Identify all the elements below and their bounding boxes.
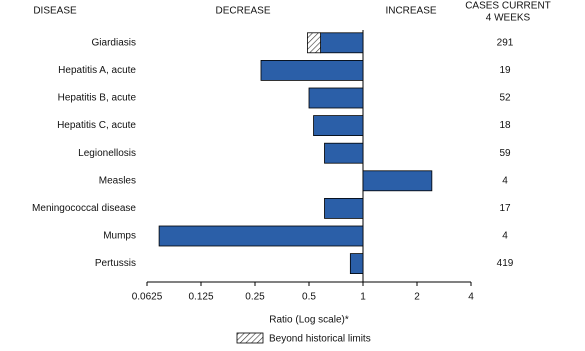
cases-value: 291: [497, 37, 514, 48]
cases-value: 4: [502, 231, 508, 242]
x-tick-label: 0.0625: [132, 292, 163, 303]
x-tick-label: 4: [468, 292, 474, 303]
category-label: Measles: [99, 175, 136, 186]
bar: [158, 225, 364, 247]
category-label: Legionellosis: [78, 148, 136, 159]
x-tick-label: 0.125: [188, 292, 213, 303]
header-cases: CASES CURRENT: [465, 1, 551, 12]
category-label: Mumps: [103, 231, 136, 242]
bar: [308, 87, 364, 109]
cases-value: 59: [499, 148, 511, 159]
cases-value: 419: [497, 258, 514, 269]
x-tick-label: 0.25: [245, 292, 265, 303]
x-axis-title: Ratio (Log scale)*: [269, 315, 349, 326]
bar: [260, 60, 364, 81]
bar: [349, 253, 364, 275]
cases-value: 19: [499, 65, 511, 76]
x-tick-label: 0.5: [302, 292, 316, 303]
bar: [320, 32, 364, 54]
category-label: Giardiasis: [92, 37, 136, 48]
cases-value: 17: [499, 203, 511, 214]
category-label: Hepatitis A, acute: [58, 65, 136, 76]
bar: [362, 170, 433, 192]
header-disease: DISEASE: [33, 6, 77, 17]
cases-value: 18: [499, 120, 511, 131]
x-tick-label: 1: [360, 292, 366, 303]
bar-beyond-limits: [307, 32, 321, 54]
category-label: Hepatitis B, acute: [58, 93, 137, 104]
category-label: Meningococcal disease: [32, 203, 136, 214]
header-increase: INCREASE: [385, 6, 436, 17]
legend-label: Beyond historical limits: [269, 334, 371, 345]
header-cases: 4 WEEKS: [486, 13, 531, 24]
x-tick-label: 2: [414, 292, 420, 303]
cases-value: 4: [502, 175, 508, 186]
header-decrease: DECREASE: [215, 6, 270, 17]
legend-swatch: [236, 332, 264, 344]
category-label: Hepatitis C, acute: [57, 120, 136, 131]
bar: [313, 115, 364, 136]
bar: [324, 197, 364, 219]
bar: [324, 142, 364, 164]
cases-value: 52: [499, 93, 511, 104]
category-label: Pertussis: [95, 258, 136, 269]
